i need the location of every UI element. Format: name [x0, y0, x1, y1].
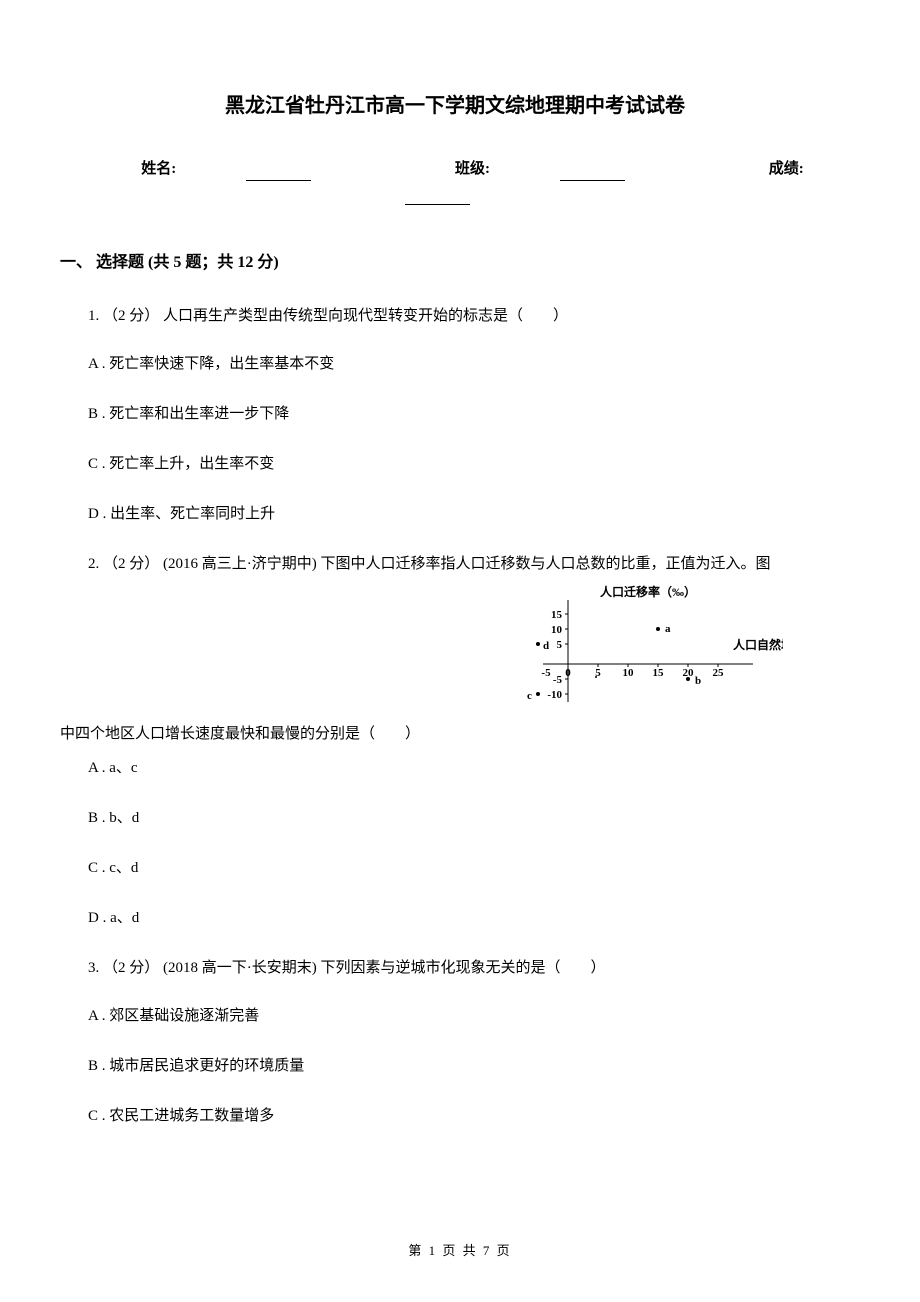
- point-b: [686, 677, 690, 681]
- score-field[interactable]: [405, 190, 470, 205]
- question-1-option-c: C . 死亡率上升，出生率不变: [88, 452, 850, 476]
- y-axis-label: 人口迁移率（‰）: [599, 584, 695, 599]
- question-3-option-c: C . 农民工进城务工数量增多: [88, 1104, 850, 1128]
- question-2-block: 2. （2 分） (2016 高三上·济宁期中) 下图中人口迁移率指人口迁移数与…: [60, 552, 850, 746]
- chart-svg: 人口迁移率（‰） 15 10 5 -5 -10 -5 0 5 10: [523, 584, 783, 714]
- page-footer: 第 1 页 共 7 页: [0, 1241, 920, 1262]
- question-2-stem-before: 2. （2 分） (2016 高三上·济宁期中) 下图中人口迁移率指人口迁移数与…: [88, 552, 850, 576]
- point-b-label: b: [695, 675, 701, 687]
- x-tick-10: 10: [622, 667, 634, 679]
- question-1-stem: 1. （2 分） 人口再生产类型由传统型向现代型转变开始的标志是（ ）: [88, 304, 850, 328]
- question-2-option-b: B . b、d: [88, 806, 850, 830]
- point-c-label: c: [527, 690, 532, 702]
- y-tick-10: 10: [551, 624, 563, 636]
- point-a-label: a: [665, 623, 671, 635]
- x-axis-label: 人口自然增长率（‰）: [733, 637, 783, 652]
- question-3-option-a: A . 郊区基础设施逐渐完善: [88, 1004, 850, 1028]
- question-2-option-c: C . c、d: [88, 856, 850, 880]
- question-1-option-a: A . 死亡率快速下降，出生率基本不变: [88, 352, 850, 376]
- question-2-option-d: D . a、d: [88, 906, 850, 930]
- x-tick-0: 0: [565, 667, 571, 679]
- migration-chart: 人口迁移率（‰） 15 10 5 -5 -10 -5 0 5 10: [523, 584, 783, 714]
- y-tick-neg10: -10: [547, 689, 562, 701]
- question-2-stem-after: 中四个地区人口增长速度最快和最慢的分别是（ ）: [60, 722, 850, 746]
- student-info-row: 姓名: 班级: 成绩:: [60, 157, 850, 205]
- y-tick-5: 5: [556, 639, 562, 651]
- point-d-label: d: [543, 640, 549, 652]
- class-label: 班级:: [420, 161, 660, 177]
- point-a: [656, 627, 660, 631]
- question-2-option-a: A . a、c: [88, 756, 850, 780]
- y-tick-15: 15: [551, 609, 563, 621]
- exam-title: 黑龙江省牡丹江市高一下学期文综地理期中考试试卷: [60, 90, 850, 122]
- x-tick-25: 25: [712, 667, 724, 679]
- name-label: 姓名:: [106, 161, 346, 177]
- class-field[interactable]: [560, 166, 625, 181]
- y-tick-neg5: -5: [552, 674, 562, 686]
- question-3-stem: 3. （2 分） (2018 高一下·长安期末) 下列因素与逆城市化现象无关的是…: [88, 956, 850, 980]
- point-d: [536, 642, 540, 646]
- x-tick-15: 15: [652, 667, 664, 679]
- name-field[interactable]: [246, 166, 311, 181]
- x-tick-neg5: -5: [541, 667, 551, 679]
- question-1-option-d: D . 出生率、死亡率同时上升: [88, 502, 850, 526]
- question-1-option-b: B . 死亡率和出生率进一步下降: [88, 402, 850, 426]
- question-3-option-b: B . 城市居民追求更好的环境质量: [88, 1054, 850, 1078]
- point-c: [536, 692, 540, 696]
- section-header: 一、 选择题 (共 5 题；共 12 分): [60, 250, 850, 276]
